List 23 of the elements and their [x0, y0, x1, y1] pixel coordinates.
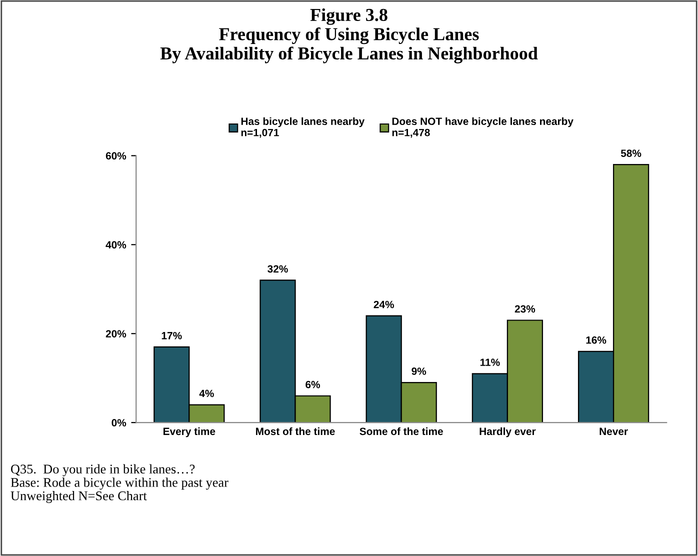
data-label: 9% [412, 368, 426, 375]
y-tick-label: 0% [112, 419, 126, 426]
data-label: 23% [514, 305, 536, 313]
x-tick-label: Some of the time [360, 427, 443, 436]
data-label: 24% [374, 300, 394, 308]
y-tick-label: 60% [106, 152, 126, 160]
data-label: 32% [268, 265, 288, 273]
x-tick-label: Never [600, 428, 628, 436]
x-tick-label: Hardly ever [480, 427, 536, 438]
legend-label: Does NOT have bicycle lanes nearby n=1,478 [392, 117, 574, 138]
data-label: 6% [306, 380, 320, 388]
data-label: 58% [620, 150, 642, 157]
y-tick-label: 40% [106, 241, 126, 249]
x-tick-label: Most of the time [256, 427, 335, 436]
data-label: 16% [586, 336, 606, 344]
chart-title: Figure 3.8 Frequency of Using Bicycle Lanes By Availability of Bicycle Lanes in Neighborhood [160, 8, 538, 64]
data-label: 4% [199, 390, 214, 398]
x-tick-label: Every time [164, 427, 216, 438]
data-label: 11% [480, 358, 500, 366]
data-label: 17% [162, 332, 182, 340]
y-tick-label: 20% [106, 330, 126, 338]
legend-label: Has bicycle lanes nearby n=1,071 [241, 117, 365, 138]
text: Q35. Do you ride in bike lanes…? Base: Rode a bicycle within the past year Unweighted N=See Chart [10, 464, 228, 504]
